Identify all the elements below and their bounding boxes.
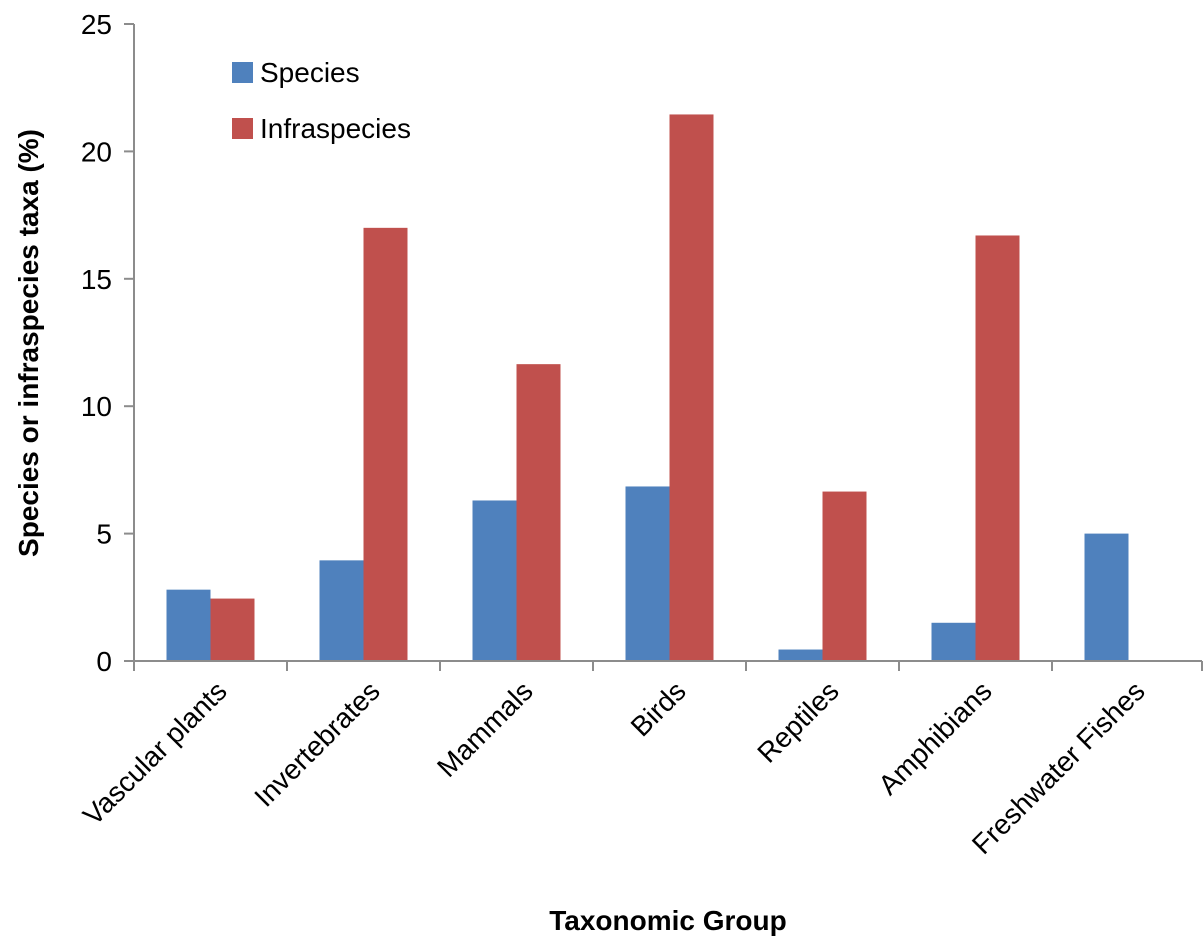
bar-species-1 xyxy=(319,560,364,661)
x-axis-title: Taxonomic Group xyxy=(549,905,787,936)
legend-label-species: Species xyxy=(260,57,360,88)
y-tick-label: 5 xyxy=(96,519,112,550)
bar-species-6 xyxy=(1084,533,1129,661)
bar-infraspecies-3 xyxy=(669,114,714,662)
category-label: Invertebrates xyxy=(248,675,385,812)
y-tick-label: 10 xyxy=(81,391,112,422)
bar-species-3 xyxy=(625,486,670,661)
y-tick-label: 25 xyxy=(81,9,112,40)
bar-species-0 xyxy=(166,589,211,661)
category-labels: Vascular plants Invertebrates Mammals Birds… xyxy=(77,675,1151,860)
y-tick-label: 15 xyxy=(81,264,112,295)
category-label: Freshwater Fishes xyxy=(966,675,1151,860)
bar-species-4 xyxy=(778,649,823,661)
bar-species-5 xyxy=(931,622,976,661)
bar-infraspecies-4 xyxy=(822,491,867,661)
bars-group xyxy=(166,114,1129,662)
legend: Species Infraspecies xyxy=(232,57,411,144)
x-axis-ticks xyxy=(133,661,1203,671)
category-label: Reptiles xyxy=(751,675,844,768)
category-label: Birds xyxy=(625,675,692,742)
category-label: Amphibians xyxy=(872,675,997,800)
y-tick-label: 20 xyxy=(81,136,112,167)
bar-species-2 xyxy=(472,500,517,661)
category-label: Vascular plants xyxy=(77,675,233,831)
legend-swatch-infraspecies xyxy=(232,118,253,139)
bar-infraspecies-0 xyxy=(210,598,255,661)
y-axis-ticks: 0 5 10 15 20 25 xyxy=(81,9,134,677)
y-axis-title: Species or infraspecies taxa (%) xyxy=(13,129,44,557)
y-tick-label: 0 xyxy=(96,646,112,677)
bar-infraspecies-2 xyxy=(516,364,561,661)
category-label: Mammals xyxy=(431,675,539,783)
bar-infraspecies-1 xyxy=(363,227,408,661)
legend-swatch-species xyxy=(232,62,253,83)
legend-label-infraspecies: Infraspecies xyxy=(260,113,411,144)
bar-infraspecies-5 xyxy=(975,235,1020,661)
